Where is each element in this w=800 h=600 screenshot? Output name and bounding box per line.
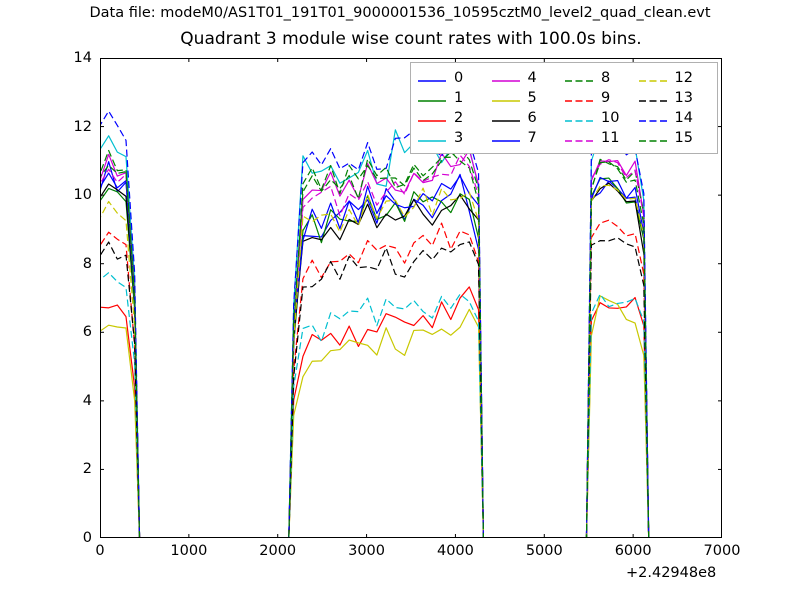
series-line-5 bbox=[100, 295, 722, 538]
legend-swatch-5 bbox=[491, 92, 521, 104]
legend-label-7: 7 bbox=[527, 129, 537, 146]
legend-entry-2[interactable]: 2 bbox=[417, 108, 491, 128]
series-line-3 bbox=[100, 129, 722, 538]
legend-entry-11[interactable]: 11 bbox=[564, 128, 638, 148]
legend-swatch-11 bbox=[564, 132, 594, 144]
legend-label-6: 6 bbox=[527, 109, 537, 126]
series-line-12 bbox=[100, 184, 722, 538]
x-axis-offset-text: +2.42948e8 bbox=[626, 565, 717, 581]
x-tick-label: 6000 bbox=[614, 543, 652, 559]
y-tick-label: 2 bbox=[82, 461, 92, 478]
legend-entry-8[interactable]: 8 bbox=[564, 68, 638, 88]
legend-swatch-3 bbox=[417, 132, 447, 144]
y-tick-label: 10 bbox=[73, 187, 92, 204]
legend-swatch-0 bbox=[417, 72, 447, 84]
legend-swatch-12 bbox=[638, 72, 668, 84]
legend-entry-3[interactable]: 3 bbox=[417, 128, 491, 148]
x-tick-label: 2000 bbox=[259, 543, 297, 559]
y-tick-label: 12 bbox=[73, 118, 92, 135]
series-line-4 bbox=[100, 149, 722, 538]
legend-swatch-14 bbox=[638, 112, 668, 124]
series-layer bbox=[100, 110, 722, 538]
legend-label-9: 9 bbox=[601, 89, 611, 106]
legend-swatch-9 bbox=[564, 92, 594, 104]
series-line-8 bbox=[100, 149, 722, 538]
legend-label-13: 13 bbox=[674, 89, 693, 106]
legend-entry-1[interactable]: 1 bbox=[417, 88, 491, 108]
legend-swatch-13 bbox=[638, 92, 668, 104]
series-line-10 bbox=[100, 272, 722, 538]
series-line-9 bbox=[100, 219, 722, 538]
series-line-15 bbox=[100, 147, 722, 538]
x-tick-label: 4000 bbox=[436, 543, 474, 559]
legend-entry-7[interactable]: 7 bbox=[491, 128, 565, 148]
legend-entry-13[interactable]: 13 bbox=[638, 88, 712, 108]
legend-swatch-8 bbox=[564, 72, 594, 84]
y-tick-label: 4 bbox=[82, 392, 92, 409]
legend-swatch-1 bbox=[417, 92, 447, 104]
x-tick-label: 1000 bbox=[170, 543, 208, 559]
legend-entry-14[interactable]: 14 bbox=[638, 108, 712, 128]
axes-spines bbox=[100, 58, 722, 538]
legend-grid: 0 1 2 3 4 5 6 7 8 9 10 11 12 13 14 15 bbox=[417, 68, 711, 148]
legend-label-5: 5 bbox=[527, 89, 537, 106]
legend-entry-15[interactable]: 15 bbox=[638, 128, 712, 148]
series-line-1 bbox=[100, 177, 722, 538]
legend-label-1: 1 bbox=[454, 89, 464, 106]
legend-label-4: 4 bbox=[527, 69, 537, 86]
x-tick-label: 7000 bbox=[703, 543, 741, 559]
chart-title: Quadrant 3 module wise count rates with … bbox=[180, 29, 642, 49]
legend-swatch-15 bbox=[638, 132, 668, 144]
legend-entry-0[interactable]: 0 bbox=[417, 68, 491, 88]
legend-swatch-7 bbox=[491, 132, 521, 144]
series-line-0 bbox=[100, 161, 722, 538]
legend-box[interactable]: 0 1 2 3 4 5 6 7 8 9 10 11 12 13 14 15 bbox=[410, 62, 718, 154]
legend-entry-5[interactable]: 5 bbox=[491, 88, 565, 108]
y-tick-label: 6 bbox=[82, 324, 92, 341]
legend-swatch-4 bbox=[491, 72, 521, 84]
x-tick-label: 5000 bbox=[525, 543, 563, 559]
legend-label-10: 10 bbox=[601, 109, 620, 126]
legend-entry-6[interactable]: 6 bbox=[491, 108, 565, 128]
y-tick-label: 0 bbox=[82, 530, 92, 546]
legend-label-8: 8 bbox=[601, 69, 611, 86]
x-tick-label: 3000 bbox=[348, 543, 386, 559]
x-tick-label: 0 bbox=[95, 543, 105, 559]
legend-label-14: 14 bbox=[674, 109, 693, 126]
legend-swatch-10 bbox=[564, 112, 594, 124]
legend-label-3: 3 bbox=[454, 129, 464, 146]
legend-swatch-2 bbox=[417, 112, 447, 124]
y-tick-label: 14 bbox=[73, 50, 92, 66]
legend-label-11: 11 bbox=[601, 129, 620, 146]
legend-label-12: 12 bbox=[674, 69, 693, 86]
y-tick-label: 8 bbox=[82, 255, 92, 272]
series-line-7 bbox=[100, 172, 722, 538]
figure-suptitle: Data file: modeM0/AS1T01_191T01_90000015… bbox=[89, 5, 711, 21]
series-line-2 bbox=[100, 286, 722, 538]
legend-label-0: 0 bbox=[454, 69, 464, 86]
legend-swatch-6 bbox=[491, 112, 521, 124]
legend-label-2: 2 bbox=[454, 109, 464, 126]
legend-entry-12[interactable]: 12 bbox=[638, 68, 712, 88]
series-line-11 bbox=[100, 154, 722, 538]
legend-entry-4[interactable]: 4 bbox=[491, 68, 565, 88]
legend-entry-10[interactable]: 10 bbox=[564, 108, 638, 128]
legend-entry-9[interactable]: 9 bbox=[564, 88, 638, 108]
series-line-6 bbox=[100, 182, 722, 538]
legend-label-15: 15 bbox=[674, 129, 693, 146]
series-line-13 bbox=[100, 237, 722, 538]
